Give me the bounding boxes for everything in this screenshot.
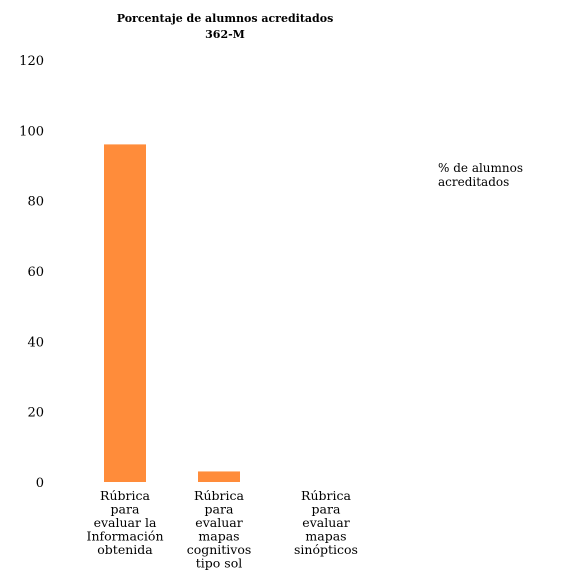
bar-series [104,144,240,482]
y-axis-ticks: 0 20 40 60 80 100 120 [19,54,44,491]
x-category-label: Rúbrica para evaluar mapas sinópticos [294,488,358,557]
chart-title: Porcentaje de alumnos acreditados [117,12,334,25]
chart-subtitle: 362-M [205,28,245,41]
y-tick-label: 20 [27,406,44,421]
y-tick-label: 40 [27,335,44,350]
x-category-label: Rúbrica para evaluar la Información obtenida [87,488,164,557]
y-tick-label: 100 [19,124,44,139]
x-category-label: Rúbrica para evaluar mapas cognitivos tipo so… [187,488,252,571]
bar [198,471,240,482]
category-labels: Rúbrica para evaluar la Información obtenida… [87,488,358,571]
y-tick-label: 60 [27,265,44,280]
y-tick-label: 80 [27,195,44,210]
legend-entry: % de alumnos acreditados [438,161,523,189]
bar [104,144,146,482]
y-tick-label: 0 [36,476,44,491]
y-tick-label: 120 [19,54,44,69]
